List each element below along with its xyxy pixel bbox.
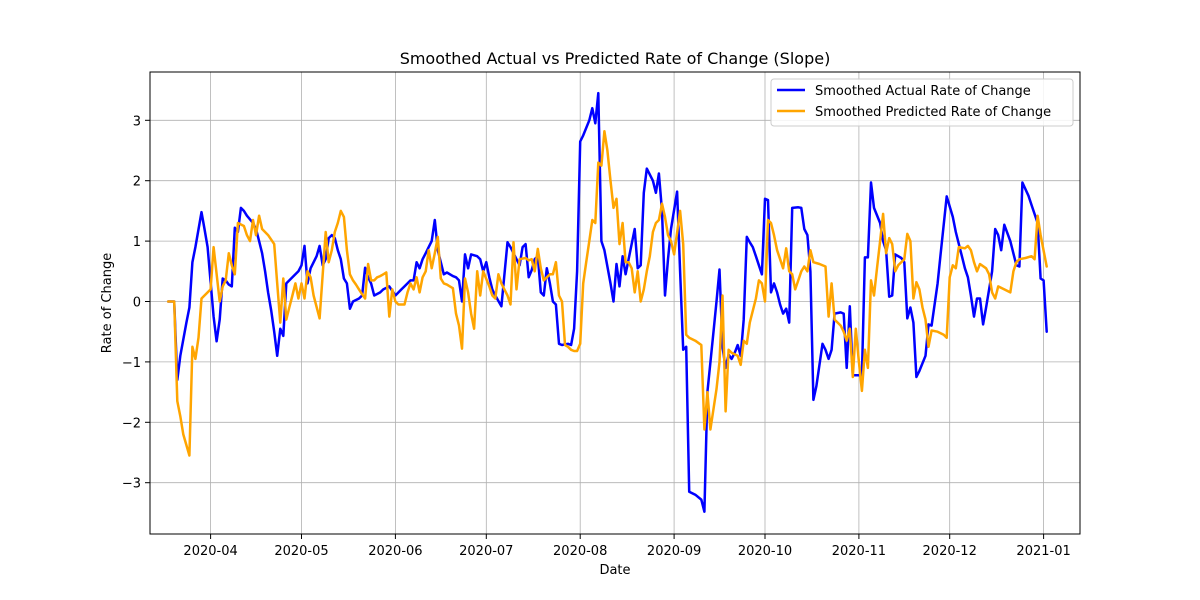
y-tick-label: 0 bbox=[133, 296, 141, 311]
y-tick-label: 2 bbox=[133, 175, 141, 190]
series-lines bbox=[166, 91, 1048, 513]
x-tick-label: 2020-07 bbox=[459, 544, 513, 559]
y-tick-label: 3 bbox=[133, 114, 141, 129]
legend: Smoothed Actual Rate of Change Smoothed … bbox=[770, 78, 1074, 127]
y-tick-label: −2 bbox=[122, 416, 141, 431]
y-tick-label: −1 bbox=[122, 356, 141, 371]
x-tick-label: 2020-09 bbox=[647, 544, 701, 559]
legend-label-actual: Smoothed Actual Rate of Change bbox=[815, 84, 1031, 99]
x-tick-label: 2020-12 bbox=[923, 544, 977, 559]
plot-frame bbox=[149, 71, 1081, 535]
chart-title: Smoothed Actual vs Predicted Rate of Cha… bbox=[400, 49, 831, 68]
x-tick-label: 2020-05 bbox=[274, 544, 328, 559]
series-line-predicted bbox=[166, 129, 1048, 457]
x-tick-label: 2021-01 bbox=[1016, 544, 1070, 559]
legend-label-predicted: Smoothed Predicted Rate of Change bbox=[815, 105, 1051, 120]
x-tick-label: 2020-11 bbox=[832, 544, 886, 559]
y-tick-label: −3 bbox=[122, 477, 141, 492]
y-tick-label: 1 bbox=[133, 235, 141, 250]
x-tick-label: 2020-10 bbox=[738, 544, 792, 559]
x-tick-label: 2020-06 bbox=[368, 544, 422, 559]
x-tick-label: 2020-08 bbox=[553, 544, 607, 559]
x-axis-label: Date bbox=[599, 563, 630, 578]
legend-box bbox=[770, 78, 1074, 127]
x-tick-label: 2020-04 bbox=[183, 544, 237, 559]
y-axis-label: Rate of Change bbox=[100, 253, 115, 353]
x-axis: 2020-04 2020-05 2020-06 2020-07 2020-08 2020-… bbox=[183, 534, 1071, 559]
series-line-actual bbox=[166, 91, 1048, 513]
y-axis: −3 −2 −1 0 1 2 3 bbox=[122, 114, 150, 492]
grid bbox=[150, 72, 1080, 534]
